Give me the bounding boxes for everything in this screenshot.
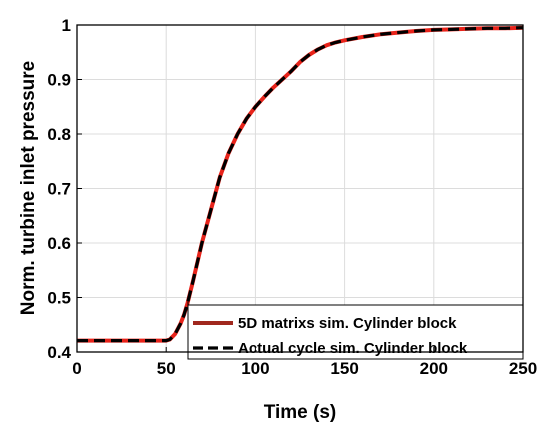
y-tick-label: 0.9 [47, 71, 71, 90]
series-lines [77, 25, 524, 343]
x-axis-title: Time (s) [264, 402, 337, 423]
x-tick-label: 0 [72, 359, 81, 378]
axis-ticks: 0 50 100 150 200 250 0.4 0.5 0.6 0.7 0.8 0.9 1 [47, 16, 537, 378]
y-tick-label: 0.8 [47, 125, 71, 144]
y-tick-label: 0.4 [47, 343, 71, 362]
series-line-actual-cycle [77, 26, 524, 343]
y-tick-label: 0.5 [47, 289, 71, 308]
legend-label: 5D matrixs sim. Cylinder block [238, 315, 457, 332]
legend-label: Actual cycle sim. Cylinder block [238, 340, 468, 357]
x-tick-label: 50 [157, 359, 176, 378]
x-tick-label: 250 [509, 359, 537, 378]
x-tick-label: 150 [330, 359, 358, 378]
y-tick-label: 0.6 [47, 234, 71, 253]
legend: 5D matrixs sim. Cylinder block Actual cyc… [187, 304, 524, 360]
y-axis-title: Norm. turbine inlet pressure [18, 61, 39, 315]
y-tick-label: 1 [62, 16, 71, 35]
x-tick-label: 100 [241, 359, 269, 378]
grid-lines [76, 24, 524, 353]
x-tick-label: 200 [420, 359, 448, 378]
y-tick-label: 0.7 [47, 180, 71, 199]
